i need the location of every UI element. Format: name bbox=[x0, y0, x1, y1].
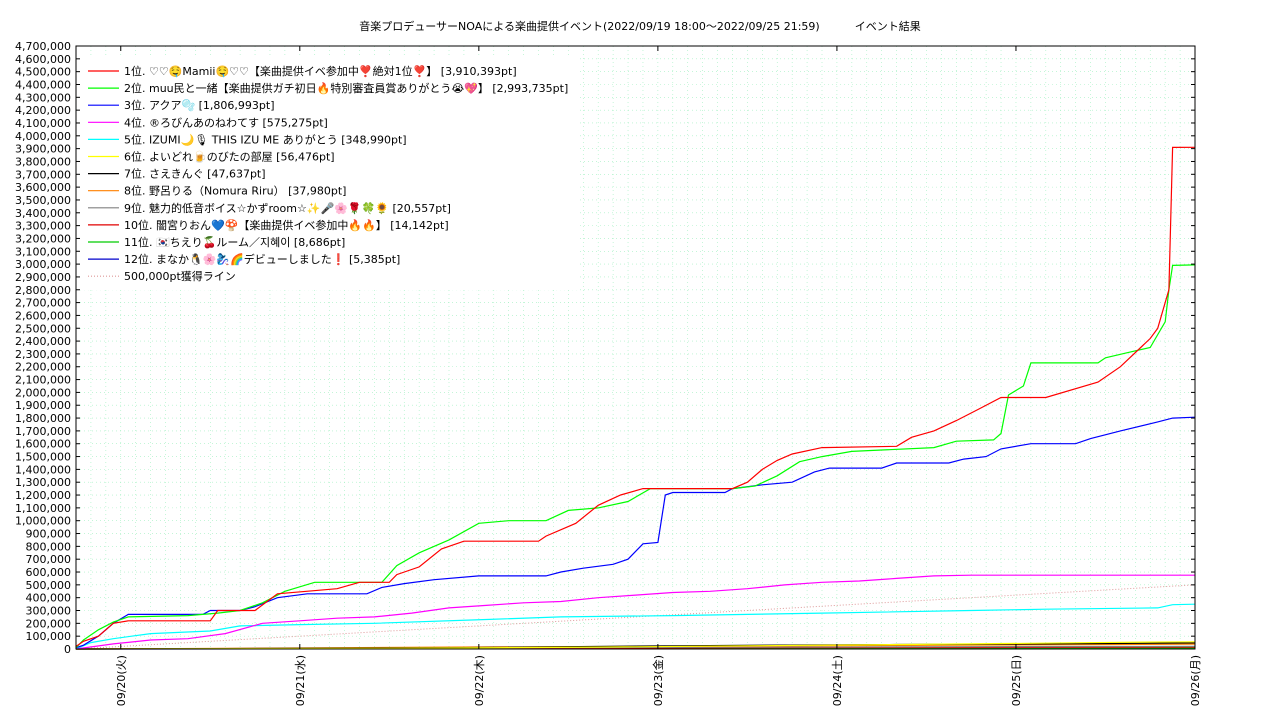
y-tick-label: 4,700,000 bbox=[15, 40, 71, 53]
y-tick-label: 3,600,000 bbox=[15, 181, 71, 194]
legend-label: 8位. 野呂りる（Nomura Riru） [37,980pt] bbox=[124, 184, 346, 198]
y-tick-label: 4,500,000 bbox=[15, 66, 71, 79]
series-line bbox=[75, 574, 1195, 650]
y-tick-label: 600,000 bbox=[26, 566, 72, 579]
series-line bbox=[75, 641, 1196, 650]
y-tick-label: 2,900,000 bbox=[15, 271, 71, 284]
series-line bbox=[75, 264, 1196, 649]
y-tick-label: 400,000 bbox=[26, 592, 72, 605]
y-tick-label: 3,800,000 bbox=[15, 155, 71, 168]
y-tick-label: 1,500,000 bbox=[15, 451, 71, 464]
y-tick-label: 800,000 bbox=[26, 540, 72, 553]
y-tick-label: 300,000 bbox=[26, 605, 72, 618]
y-tick-label: 1,600,000 bbox=[15, 438, 71, 451]
y-tick-label: 3,300,000 bbox=[15, 220, 71, 233]
y-tick-label: 700,000 bbox=[26, 553, 72, 566]
y-tick-label: 200,000 bbox=[26, 617, 72, 630]
y-tick-label: 4,300,000 bbox=[15, 91, 71, 104]
legend: 1位. ♡♡🤤Mamii🤤♡♡【楽曲提供イベ参加中❣️絶対1位❣️】 [3,91… bbox=[80, 58, 580, 290]
y-tick-label: 0 bbox=[64, 643, 71, 656]
x-tick-label: 09/21(水) bbox=[294, 655, 307, 706]
y-tick-label: 3,200,000 bbox=[15, 232, 71, 245]
legend-label: 6位. よいどれ🍺のびたの部屋 [56,476pt] bbox=[124, 150, 335, 164]
y-tick-label: 3,000,000 bbox=[15, 258, 71, 271]
legend-label: 11位. 🇰🇷ちえり🍒ルーム／지혜이 [8,686pt] bbox=[124, 235, 345, 249]
y-tick-label: 4,000,000 bbox=[15, 130, 71, 143]
y-tick-label: 2,400,000 bbox=[15, 335, 71, 348]
x-tick-label: 09/25(日) bbox=[1010, 655, 1023, 706]
x-tick-label: 09/23(金) bbox=[651, 655, 665, 706]
y-tick-label: 2,100,000 bbox=[15, 374, 71, 387]
series-line bbox=[75, 416, 1196, 649]
y-tick-label: 2,000,000 bbox=[15, 386, 71, 399]
legend-label: 3位. アクア🫧 [1,806,993pt] bbox=[124, 98, 275, 112]
y-tick-label: 4,200,000 bbox=[15, 104, 71, 117]
chart-title-line: 音楽プロデューサーNOAによる楽曲提供イベント(2022/09/19 18:00… bbox=[0, 18, 1280, 34]
y-tick-label: 4,600,000 bbox=[15, 53, 71, 66]
y-tick-label: 2,600,000 bbox=[15, 309, 71, 322]
y-tick-label: 4,100,000 bbox=[15, 117, 71, 130]
y-tick-label: 1,900,000 bbox=[15, 399, 71, 412]
y-tick-label: 1,000,000 bbox=[15, 515, 71, 528]
legend-label: 4位. ®ろびんあのねわてす [575,275pt] bbox=[124, 115, 328, 129]
legend-label: 9位. 魅力的低音ボイス☆かずroom☆✨🎤🌸🌹🍀🌻 [20,557pt] bbox=[124, 201, 451, 215]
y-tick-label: 1,800,000 bbox=[15, 412, 71, 425]
y-tick-label: 3,100,000 bbox=[15, 245, 71, 258]
y-tick-label: 1,700,000 bbox=[15, 425, 71, 438]
legend-label: 10位. 闇宮りおん💙🍄【楽曲提供イベ参加中🔥🔥】 [14,142pt] bbox=[124, 218, 449, 232]
legend-label: 2位. muu民と一緒【楽曲提供ガチ初日🔥特別審査員賞ありがとう😭💖】 [2,9… bbox=[124, 81, 568, 95]
reference-line-layer bbox=[75, 584, 1196, 650]
y-tick-label: 1,100,000 bbox=[15, 502, 71, 515]
chart-subtitle: イベント結果 bbox=[854, 20, 921, 33]
legend-label: 500,000pt獲得ライン bbox=[124, 270, 236, 283]
series-line bbox=[75, 603, 1196, 650]
y-tick-label: 3,900,000 bbox=[15, 143, 71, 156]
reference-line-500k bbox=[75, 584, 1196, 650]
legend-label: 5位. IZUMI🌙🎙 THIS IZU ME ありがとう [348,990pt… bbox=[124, 132, 407, 146]
y-tick-label: 1,200,000 bbox=[15, 489, 71, 502]
y-tick-label: 2,700,000 bbox=[15, 297, 71, 310]
legend-background bbox=[80, 58, 580, 290]
y-tick-label: 2,200,000 bbox=[15, 361, 71, 374]
y-tick-label: 3,500,000 bbox=[15, 194, 71, 207]
y-tick-label: 3,700,000 bbox=[15, 168, 71, 181]
x-tick-label: 09/20(火) bbox=[115, 655, 128, 706]
legend-label: 7位. さえきんぐ [47,637pt] bbox=[124, 167, 266, 181]
y-tick-label: 100,000 bbox=[26, 630, 72, 643]
y-tick-label: 1,400,000 bbox=[15, 463, 71, 476]
y-tick-label: 2,300,000 bbox=[15, 348, 71, 361]
legend-label: 1位. ♡♡🤤Mamii🤤♡♡【楽曲提供イベ参加中❣️絶対1位❣️】 [3,91… bbox=[124, 64, 517, 78]
legend-label: 12位. まなか🐧🌸🧞‍♀️🌈デビューしました❗️ [5,385pt] bbox=[124, 252, 400, 266]
y-tick-label: 3,400,000 bbox=[15, 207, 71, 220]
x-tick-label: 09/22(木) bbox=[473, 655, 486, 706]
y-tick-label: 900,000 bbox=[26, 528, 72, 541]
y-tick-label: 2,800,000 bbox=[15, 284, 71, 297]
y-tick-label: 4,400,000 bbox=[15, 78, 71, 91]
series-line bbox=[75, 146, 1196, 647]
y-axis-ticks: 0100,000200,000300,000400,000500,000600,… bbox=[15, 40, 1195, 656]
chart-title: 音楽プロデューサーNOAによる楽曲提供イベント(2022/09/19 18:00… bbox=[359, 20, 820, 33]
x-tick-label: 09/24(土) bbox=[831, 655, 844, 706]
y-tick-label: 2,500,000 bbox=[15, 322, 71, 335]
y-tick-label: 500,000 bbox=[26, 579, 72, 592]
plot-frame bbox=[75, 45, 1196, 650]
y-tick-label: 1,300,000 bbox=[15, 476, 71, 489]
x-tick-label: 09/26(月) bbox=[1189, 655, 1202, 706]
x-axis-ticks: 09/20(火) 09/21(水) 09/22(木) 09/23(金) 09/24(土)… bbox=[115, 46, 1202, 706]
